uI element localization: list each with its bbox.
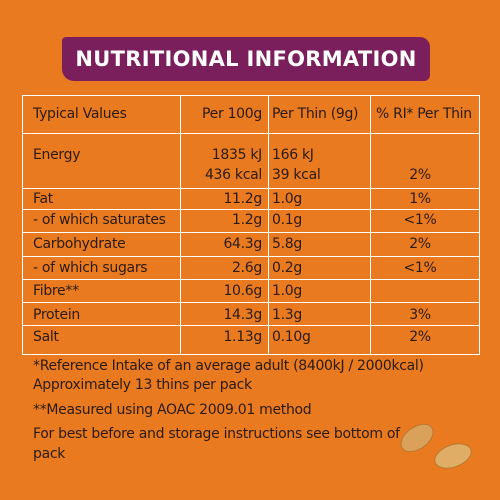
title-banner: [62, 37, 430, 81]
per-100g: 436 kcal: [204, 167, 262, 183]
footnote: For best before and storage instructions…: [33, 426, 400, 462]
row-label: Protein: [33, 307, 80, 323]
per-100g: 1835 kJ: [211, 147, 263, 163]
column-divider: [370, 95, 371, 355]
seeds-image: [400, 423, 472, 469]
table-border: [22, 95, 480, 355]
row-label: - of which sugars: [33, 260, 148, 276]
per-thin: 0.1g: [272, 212, 302, 228]
footnote: *Reference Intake of an average adult (8…: [33, 358, 424, 374]
column-divider: [180, 95, 181, 355]
title: NUTRITIONAL INFORMATION: [75, 47, 417, 71]
header-rule: [22, 133, 480, 134]
per-thin: 1.0g: [272, 283, 302, 299]
ri-value: 1%: [409, 191, 431, 207]
row-label: - of which saturates: [33, 212, 166, 228]
column-header: Per 100g: [202, 106, 262, 122]
row-label: Fibre**: [33, 283, 79, 299]
per-100g: 1.13g: [223, 329, 262, 345]
ri-value: <1%: [403, 260, 437, 276]
footnote: **Measured using AOAC 2009.01 method: [33, 402, 312, 418]
column-header: % RI* Per Thin: [376, 106, 472, 122]
row-rule: [22, 209, 480, 210]
ri-value: 2%: [409, 167, 431, 183]
row-rule: [22, 302, 480, 303]
ri-value: 2%: [409, 329, 431, 345]
per-thin: 1.0g: [272, 191, 302, 207]
row-label: Carbohydrate: [33, 236, 126, 252]
per-100g: 1.2g: [232, 212, 262, 228]
per-thin: 5.8g: [272, 236, 302, 252]
per-thin: 0.2g: [272, 260, 302, 276]
per-100g: 11.2g: [223, 191, 262, 207]
per-thin: 1.3g: [272, 307, 302, 323]
row-label: Energy: [33, 147, 81, 163]
column-header: Typical Values: [33, 106, 127, 122]
column-header: Per Thin (9g): [272, 106, 359, 122]
ri-value: <1%: [403, 212, 437, 228]
row-rule: [22, 232, 480, 233]
row-label: Salt: [33, 329, 59, 345]
per-100g: 14.3g: [223, 307, 262, 323]
column-divider: [268, 95, 269, 355]
row-label: Fat: [33, 191, 53, 207]
per-100g: 64.3g: [223, 236, 262, 252]
footnote: Approximately 13 thins per pack: [33, 377, 252, 393]
row-rule: [22, 188, 480, 189]
row-rule: [22, 279, 480, 280]
row-rule: [22, 325, 480, 326]
row-rule: [22, 256, 480, 257]
per-thin: 39 kcal: [272, 167, 321, 183]
per-100g: 10.6g: [223, 283, 262, 299]
per-100g: 2.6g: [232, 260, 262, 276]
ri-value: 3%: [409, 307, 431, 323]
per-thin: 0.10g: [272, 329, 311, 345]
ri-value: 2%: [409, 236, 431, 252]
per-thin: 166 kJ: [272, 147, 314, 163]
